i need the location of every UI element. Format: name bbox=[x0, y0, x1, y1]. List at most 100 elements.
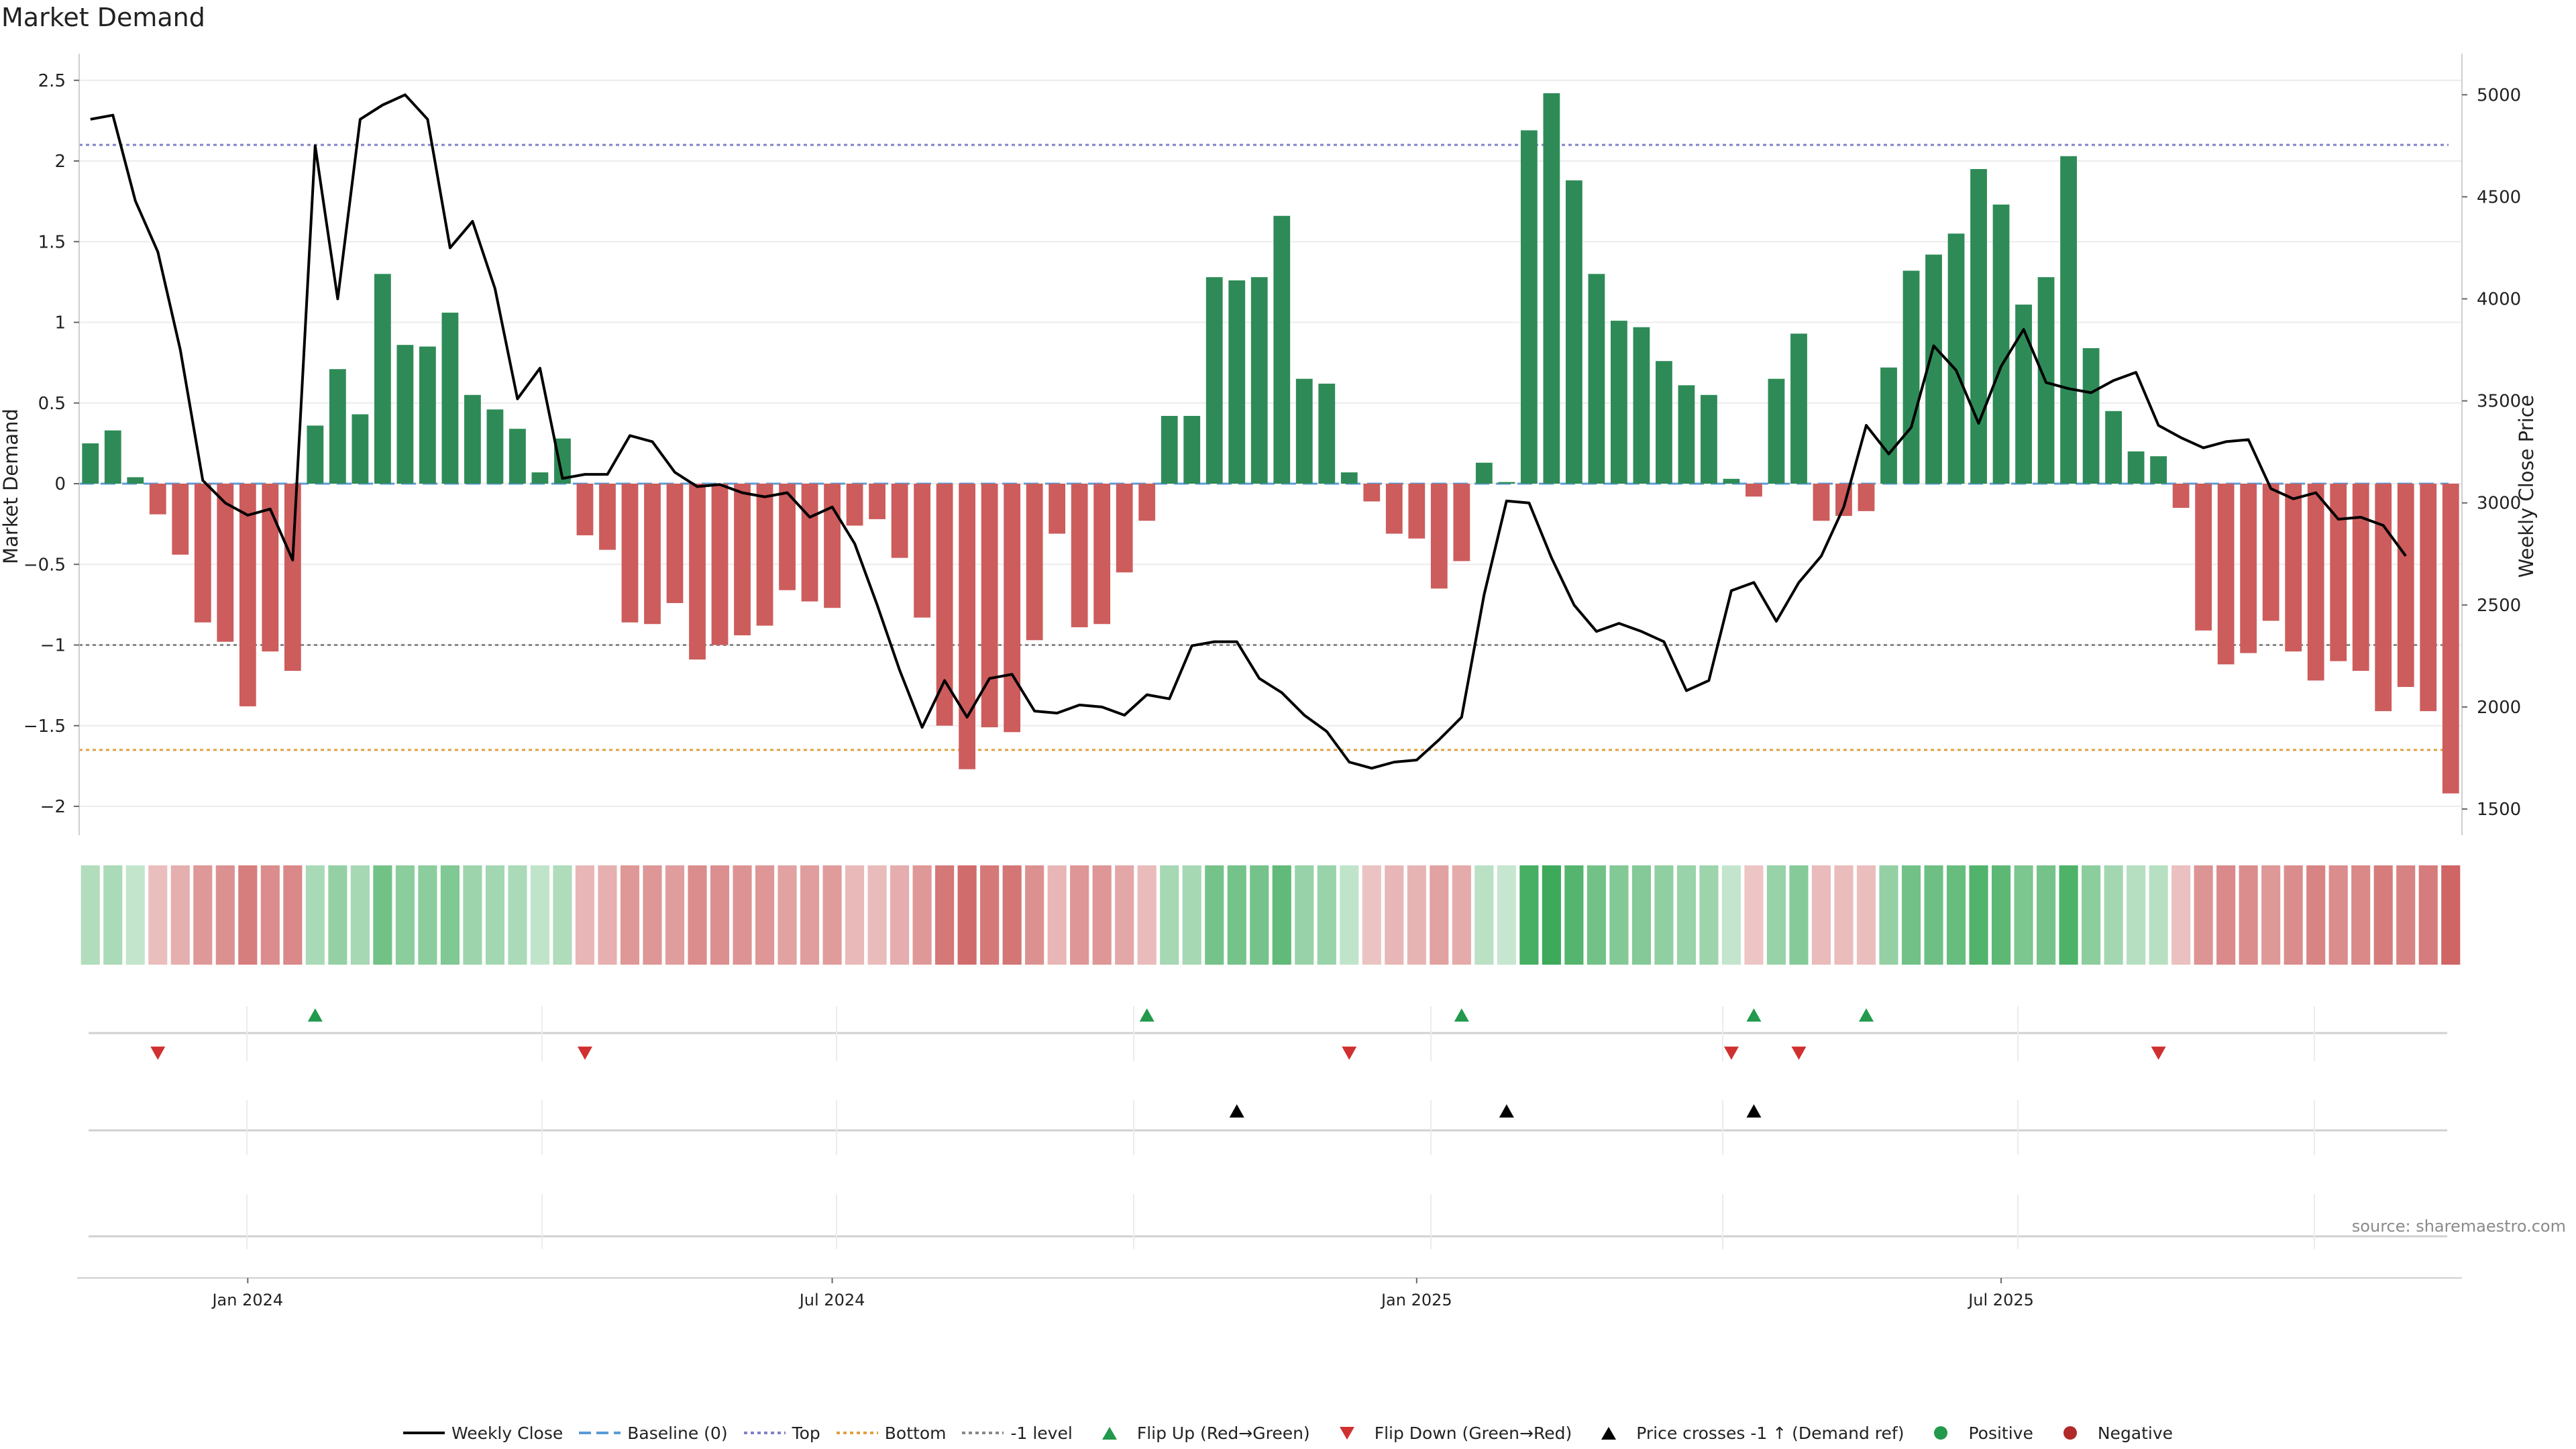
heatmap-cell bbox=[1317, 865, 1336, 965]
heatmap-cell bbox=[1047, 865, 1067, 965]
y-axis-label-left: Market Demand bbox=[0, 409, 22, 564]
demand-bar bbox=[2150, 456, 2167, 484]
demand-bars bbox=[82, 93, 2459, 794]
heatmap-cell bbox=[1631, 865, 1651, 965]
demand-bar bbox=[1071, 484, 1088, 628]
heatmap-cell bbox=[598, 865, 617, 965]
demand-bar bbox=[531, 472, 549, 484]
left-axis: 2.5 2 1.5 1 0.5 0 −0.5 −1 −1.5 −2 bbox=[23, 54, 80, 835]
demand-bar bbox=[779, 484, 796, 590]
heatmap-cell bbox=[1340, 865, 1359, 965]
legend-price-cross: Price crosses -1 ↑ (Demand ref) bbox=[1588, 1424, 1904, 1443]
x-tick-label: Jul 2024 bbox=[798, 1291, 865, 1309]
legend: Weekly Close Baseline (0) Top Bottom -1 leve… bbox=[0, 1422, 2576, 1443]
heatmap-cell bbox=[395, 865, 415, 965]
left-tick-label: 2 bbox=[54, 152, 66, 172]
heatmap-cell bbox=[957, 865, 977, 965]
demand-bar bbox=[1453, 484, 1470, 561]
demand-bar bbox=[1093, 484, 1111, 625]
heatmap-cell bbox=[800, 865, 820, 965]
demand-bar bbox=[2352, 484, 2369, 671]
signal-panels bbox=[89, 1006, 2447, 1249]
heatmap-cell bbox=[2127, 865, 2146, 965]
right-axis: 5000 4500 4000 3500 3000 2500 2000 1500 bbox=[2461, 54, 2521, 835]
demand-bar bbox=[509, 429, 526, 484]
legend-label: -1 level bbox=[1010, 1423, 1073, 1443]
demand-bar bbox=[374, 274, 391, 484]
heatmap-cell bbox=[1474, 865, 1494, 965]
demand-bar bbox=[1633, 327, 1650, 484]
demand-bar bbox=[1116, 484, 1133, 573]
heatmap-cell bbox=[980, 865, 1000, 965]
demand-bar bbox=[936, 484, 953, 726]
legend-label: Bottom bbox=[884, 1423, 947, 1443]
demand-bar bbox=[1813, 484, 1830, 521]
demand-bar bbox=[1520, 130, 1538, 484]
legend-label: Negative bbox=[2097, 1423, 2174, 1443]
demand-bar bbox=[1498, 482, 1515, 484]
right-tick-label: 1500 bbox=[2477, 800, 2521, 820]
demand-bar bbox=[1543, 93, 1560, 484]
heatmap-cell bbox=[1002, 865, 1022, 965]
right-tick-label: 4000 bbox=[2477, 290, 2521, 310]
demand-bar bbox=[1701, 394, 1717, 484]
heatmap-cell bbox=[2261, 865, 2281, 965]
legend-swatch bbox=[1601, 1427, 1617, 1440]
demand-bar bbox=[464, 394, 481, 484]
heatmap-cell bbox=[1721, 865, 1741, 965]
left-tick-label: 1.5 bbox=[38, 232, 66, 252]
demand-bar bbox=[869, 484, 885, 519]
heatmap-cell bbox=[1856, 865, 1876, 965]
demand-bar bbox=[419, 346, 436, 484]
gridlines bbox=[79, 79, 2462, 807]
heatmap-cell bbox=[1519, 865, 1539, 965]
heatmap-cell bbox=[80, 865, 100, 965]
demand-bar bbox=[576, 484, 594, 535]
demand-bar bbox=[352, 414, 369, 484]
heatmap-cell bbox=[1160, 865, 1179, 965]
heatmap-cell bbox=[2328, 865, 2348, 965]
flip-up-marker bbox=[1139, 1008, 1155, 1022]
heatmap-cell bbox=[125, 865, 145, 965]
legend-label: Top bbox=[792, 1423, 820, 1443]
demand-bar bbox=[711, 484, 729, 645]
heatmap-cell bbox=[1609, 865, 1629, 965]
x-tick-label: Jan 2024 bbox=[211, 1291, 283, 1309]
legend-swatch bbox=[836, 1432, 878, 1434]
heatmap-cell bbox=[1295, 865, 1314, 965]
heatmap-cell bbox=[1070, 865, 1089, 965]
x-axis: Jan 2024 Jul 2024 Jan 2025 Jul 2025 bbox=[77, 1277, 2462, 1309]
heatmap-cell bbox=[350, 865, 370, 965]
heatmap-cell bbox=[148, 865, 168, 965]
heatmap-cell bbox=[822, 865, 842, 965]
legend-swatch bbox=[962, 1432, 1004, 1434]
flip-up-marker bbox=[1746, 1008, 1762, 1022]
demand-bar bbox=[239, 484, 256, 706]
right-tick-label: 2000 bbox=[2477, 698, 2521, 718]
demand-bar bbox=[1004, 484, 1021, 733]
demand-bar bbox=[1430, 484, 1448, 589]
demand-bar bbox=[1565, 180, 1582, 484]
heatmap-cell bbox=[575, 865, 595, 965]
heatmap-cell bbox=[1699, 865, 1719, 965]
demand-bar bbox=[1610, 321, 1627, 484]
demand-bar bbox=[396, 345, 414, 484]
left-tick-label: −1 bbox=[40, 636, 66, 656]
demand-bar bbox=[284, 484, 301, 671]
heatmap-cell bbox=[2306, 865, 2326, 965]
heatmap-cell bbox=[1542, 865, 1561, 965]
demand-bar bbox=[891, 484, 908, 558]
demand-bar bbox=[2217, 484, 2235, 665]
right-tick-label: 5000 bbox=[2477, 85, 2521, 105]
heatmap-cell bbox=[2104, 865, 2123, 965]
heatmap-cell bbox=[1587, 865, 1606, 965]
heatmap-cell bbox=[2194, 865, 2213, 965]
heatmap-cell bbox=[1272, 865, 1291, 965]
flip-up-marker bbox=[1859, 1008, 1874, 1022]
demand-bar bbox=[2262, 484, 2279, 621]
demand-bar bbox=[1205, 277, 1223, 484]
heatmap-cell bbox=[215, 865, 235, 965]
heatmap-cell bbox=[1946, 865, 1966, 965]
heatmap-cell bbox=[2149, 865, 2168, 965]
